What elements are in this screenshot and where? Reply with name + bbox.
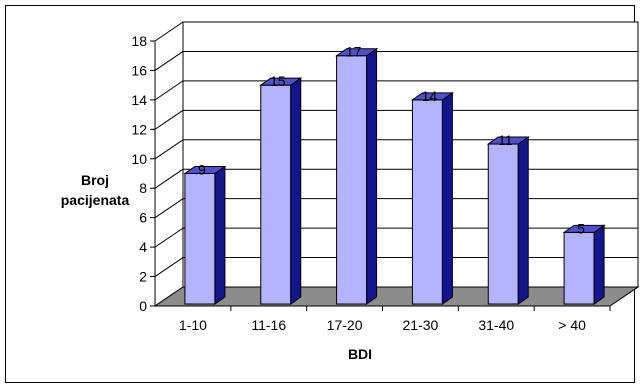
y-tick-label: 10 xyxy=(131,151,147,167)
y-tick-label: 6 xyxy=(139,210,147,226)
bar-top xyxy=(259,77,303,86)
data-label: 9 xyxy=(198,162,206,178)
grid-diagonal xyxy=(154,21,184,42)
bar xyxy=(336,55,368,305)
y-tick-label: 4 xyxy=(139,239,147,255)
bar xyxy=(411,99,443,305)
bar-side xyxy=(214,165,226,305)
bar xyxy=(260,84,292,305)
bar-side xyxy=(441,91,453,305)
bar-side xyxy=(517,136,529,305)
y-tick-label: 16 xyxy=(131,62,147,78)
grid-diagonal xyxy=(154,80,184,101)
x-tick-label: 1-10 xyxy=(179,317,207,333)
bar xyxy=(487,143,519,305)
grid-diagonal xyxy=(154,109,184,130)
bar-top xyxy=(183,166,227,174)
bar xyxy=(184,173,216,305)
grid-diagonal xyxy=(154,139,184,160)
bar-top xyxy=(334,48,379,57)
x-tick-label: 21-30 xyxy=(403,317,439,333)
y-tick-label: 12 xyxy=(131,121,147,137)
bar xyxy=(563,231,595,305)
grid-lines xyxy=(154,21,639,307)
tick-labels: 0 2 4 6 8 10 12 14 16 18 1-10 11-16 17-20 21-30 31-40 >… xyxy=(131,33,586,333)
bar-top xyxy=(562,224,606,233)
y-tick-label: 0 xyxy=(139,298,147,314)
y-tick-label: 8 xyxy=(139,180,147,196)
grid-diagonal xyxy=(154,257,184,277)
y-tick-label: 14 xyxy=(131,92,147,108)
data-label: 15 xyxy=(270,73,286,89)
bar-top xyxy=(486,136,530,145)
bar-top xyxy=(410,92,455,101)
bars xyxy=(183,47,606,305)
x-tick-label: 31-40 xyxy=(478,317,514,333)
x-tick-label: 11-16 xyxy=(251,317,286,333)
grid-diagonal xyxy=(154,51,184,71)
y-tick-label: 18 xyxy=(131,33,147,49)
grid-diagonal xyxy=(154,168,184,189)
bar-side xyxy=(593,224,605,305)
y-tick-label: 2 xyxy=(139,269,147,285)
data-label: 17 xyxy=(346,44,362,60)
grid-diagonal xyxy=(154,227,184,248)
back-wall xyxy=(182,21,639,288)
y-axis-label-line-2: pacijenata xyxy=(60,192,130,208)
y-axis-label: Broj pacijenata xyxy=(50,170,140,210)
data-label: 14 xyxy=(422,88,438,104)
x-tick-label: 17-20 xyxy=(327,317,363,333)
data-label: 11 xyxy=(498,132,513,148)
axes xyxy=(150,40,611,311)
bar-side xyxy=(290,77,302,305)
data-label: 5 xyxy=(577,220,585,236)
data-labels: 9 15 17 14 11 5 xyxy=(198,44,585,237)
y-axis-label-line-1: Broj xyxy=(81,172,109,188)
x-tick-label: > 40 xyxy=(558,317,586,333)
x-axis-label: BDI xyxy=(347,346,373,362)
bar-side xyxy=(366,47,378,305)
grid-diagonal xyxy=(154,198,184,219)
